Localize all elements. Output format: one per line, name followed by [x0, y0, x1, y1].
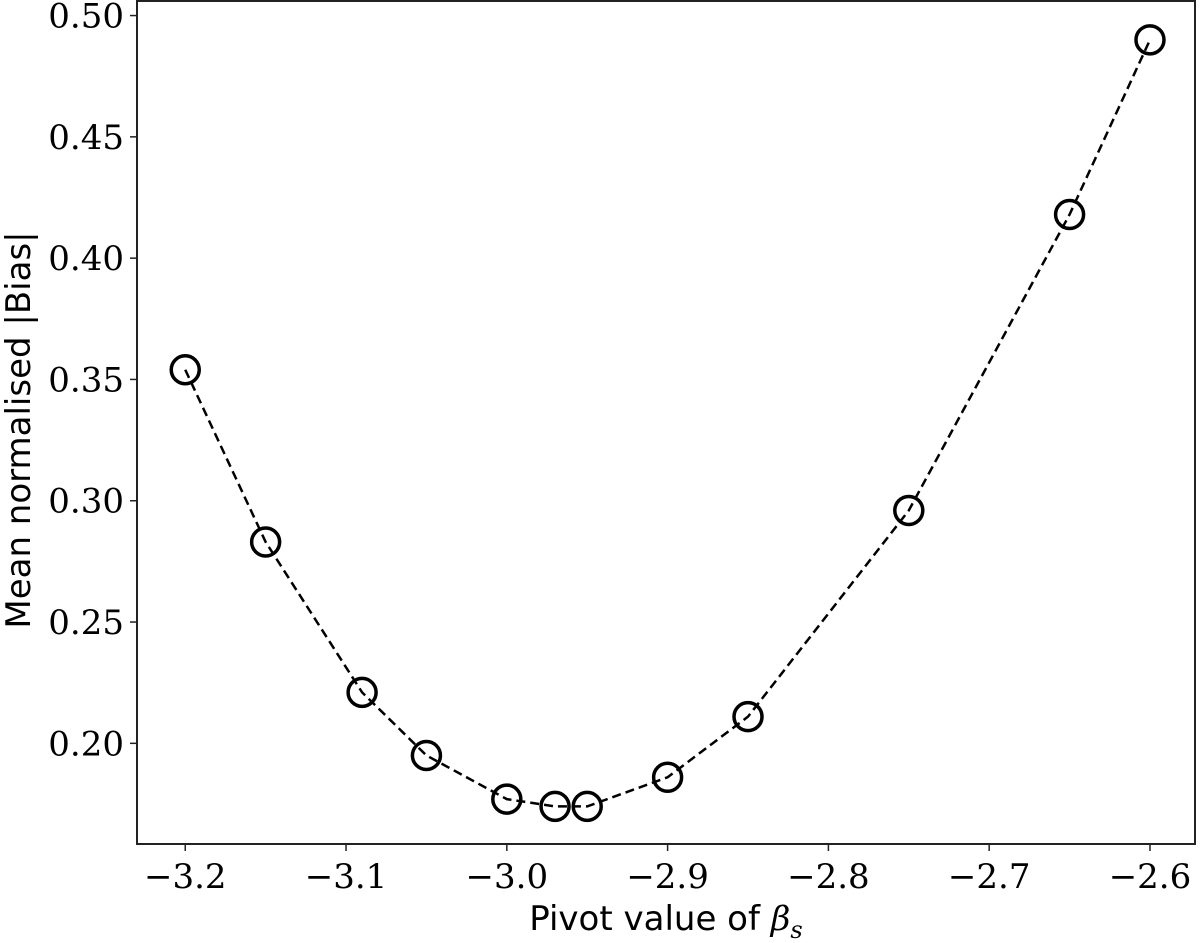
y-axis-label: Mean normalised |Bias|: [0, 231, 39, 628]
plot-frame: [136, 0, 1196, 845]
y-axis: 0.20 0.25 0.30 0.35 0.40 0.45 0.50: [48, 0, 137, 764]
data-point-marker: [1053, 198, 1086, 231]
data-point-marker: [491, 783, 523, 815]
x-tick-label: −2.6: [1109, 857, 1192, 897]
data-point-marker: [169, 353, 201, 386]
y-tick-label: 0.20: [48, 724, 124, 764]
data-point-marker: [571, 790, 603, 823]
data-series: [169, 24, 1166, 823]
y-tick-label: 0.40: [48, 239, 124, 279]
data-point-marker: [893, 494, 925, 527]
data-point-marker: [346, 676, 378, 709]
plot-area: [136, 0, 1196, 845]
y-tick-label: 0.25: [48, 603, 124, 643]
series-line: [184, 39, 1152, 808]
data-point-marker: [410, 739, 443, 772]
x-axis-label: Pivot value of βs: [529, 899, 803, 943]
y-tick-label: 0.50: [48, 0, 124, 37]
data-point-marker: [1134, 24, 1166, 56]
data-point-marker: [539, 790, 571, 823]
x-tick-label: −3.0: [466, 857, 549, 897]
x-tick-label: −2.9: [626, 857, 709, 897]
data-point-marker: [249, 526, 282, 558]
x-tick-label: −3.2: [144, 857, 227, 897]
x-tick-label: −2.8: [787, 857, 870, 897]
x-tick-label: −2.7: [948, 857, 1031, 897]
x-axis: −3.2 −3.1 −3.0 −2.9 −2.8 −2.7 −2.6: [144, 844, 1191, 897]
y-tick-label: 0.30: [48, 482, 124, 522]
data-point-marker: [732, 700, 764, 733]
y-tick-label: 0.35: [48, 360, 124, 400]
y-tick-label: 0.45: [48, 118, 124, 158]
x-tick-label: −3.1: [305, 857, 388, 897]
data-point-marker: [651, 761, 684, 794]
